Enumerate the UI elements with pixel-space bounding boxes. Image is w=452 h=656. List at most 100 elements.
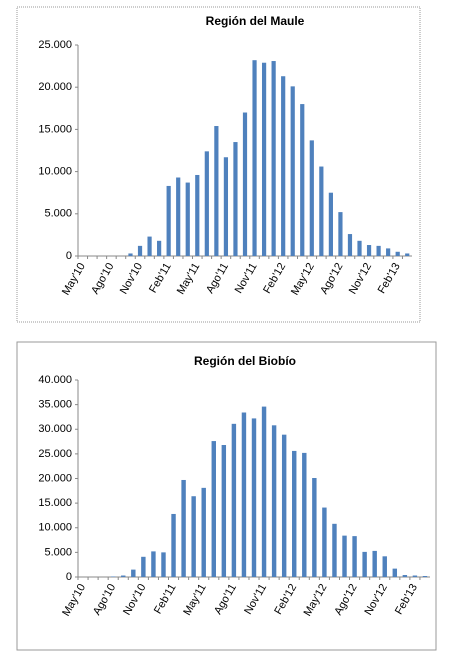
bar xyxy=(372,550,377,577)
bar xyxy=(223,157,229,256)
chart-title: Región del Biobío xyxy=(194,354,296,368)
x-tick-label: May'11 xyxy=(175,261,203,297)
bar xyxy=(312,478,317,577)
bar xyxy=(131,569,136,577)
x-tick-label: Ago'11 xyxy=(204,261,231,296)
bar xyxy=(252,60,257,256)
bar xyxy=(242,112,248,257)
x-tick-label: Nov'11 xyxy=(242,582,269,617)
x-tick-label: Feb'13 xyxy=(376,261,403,296)
x-tick-label: May'11 xyxy=(181,582,209,618)
y-tick-label: 20.000 xyxy=(38,472,72,484)
y-tick-label: 15.000 xyxy=(38,497,72,509)
bar xyxy=(166,185,171,256)
bar xyxy=(147,236,152,256)
x-tick-label: Nov'11 xyxy=(233,261,260,296)
x-tick-label: Ago'10 xyxy=(89,261,116,296)
y-tick-label: 25.000 xyxy=(38,39,72,51)
x-tick-label: Feb'12 xyxy=(272,582,299,617)
bar xyxy=(157,240,162,256)
chart-frame xyxy=(16,341,437,651)
chart-title: Región del Maule xyxy=(206,14,305,28)
x-tick-label: Ago'12 xyxy=(318,261,345,296)
chart-frame xyxy=(16,6,421,323)
bar xyxy=(271,425,277,577)
bar xyxy=(405,253,410,256)
bar xyxy=(422,576,428,577)
bar xyxy=(292,450,297,577)
bar xyxy=(128,253,133,256)
x-tick-label: Nov'12 xyxy=(363,582,390,617)
bar xyxy=(141,556,146,577)
bar xyxy=(176,177,181,256)
x-tick-label: May'12 xyxy=(302,582,330,618)
bar xyxy=(382,556,387,577)
bar xyxy=(211,441,216,577)
bar xyxy=(191,496,196,577)
bar xyxy=(204,151,209,256)
bar xyxy=(185,182,190,256)
bar xyxy=(271,61,276,257)
y-tick-label: 5.000 xyxy=(44,546,72,558)
bar xyxy=(161,552,166,577)
bar xyxy=(300,104,305,256)
bar xyxy=(392,568,398,577)
x-tick-label: May'10 xyxy=(60,261,88,297)
bar xyxy=(338,212,343,256)
bar xyxy=(281,434,287,577)
x-tick-label: Ago'11 xyxy=(212,582,239,617)
bar xyxy=(328,192,333,256)
bar xyxy=(332,523,337,577)
bar xyxy=(251,418,257,577)
x-tick-label: Feb'11 xyxy=(147,261,174,295)
bar xyxy=(214,126,219,256)
y-tick-label: 40.000 xyxy=(38,374,72,386)
bar xyxy=(376,245,381,256)
bar xyxy=(362,551,367,577)
bar xyxy=(151,551,156,577)
bar xyxy=(171,513,176,577)
bar xyxy=(290,86,295,256)
bar xyxy=(261,406,267,577)
bar xyxy=(231,423,237,577)
x-tick-label: May'12 xyxy=(289,261,317,297)
x-tick-label: Feb'13 xyxy=(393,582,420,617)
bar xyxy=(309,140,314,256)
bar xyxy=(302,452,307,577)
bar xyxy=(357,240,362,256)
x-tick-label: Ago'10 xyxy=(91,582,118,617)
bar xyxy=(366,245,372,256)
y-tick-label: 5.000 xyxy=(44,208,72,220)
x-tick-label: Nov'10 xyxy=(118,261,145,296)
y-tick-label: 30.000 xyxy=(38,423,72,435)
bar xyxy=(322,507,327,577)
bar xyxy=(342,535,347,577)
bar xyxy=(281,76,286,256)
bar xyxy=(181,479,186,577)
y-tick-label: 35.000 xyxy=(38,399,72,411)
bar xyxy=(221,445,227,577)
bar xyxy=(395,251,400,256)
y-tick-label: 15.000 xyxy=(38,123,72,135)
y-tick-label: 0 xyxy=(66,250,72,262)
bar xyxy=(352,536,357,577)
x-tick-label: Feb'11 xyxy=(152,582,179,616)
y-tick-label: 25.000 xyxy=(38,448,72,460)
y-tick-label: 10.000 xyxy=(38,166,72,178)
y-tick-label: 0 xyxy=(66,571,72,583)
y-tick-label: 20.000 xyxy=(38,81,72,93)
bar xyxy=(261,62,267,256)
bar xyxy=(347,234,353,256)
x-tick-label: Ago'12 xyxy=(332,582,359,617)
bar xyxy=(195,174,200,256)
bar xyxy=(201,487,206,577)
bar xyxy=(412,575,418,577)
bar xyxy=(319,166,324,256)
x-tick-label: Nov'12 xyxy=(347,261,374,296)
bar xyxy=(386,248,391,256)
x-tick-label: May'10 xyxy=(60,582,88,618)
y-tick-label: 10.000 xyxy=(38,522,72,534)
bar xyxy=(241,412,247,577)
